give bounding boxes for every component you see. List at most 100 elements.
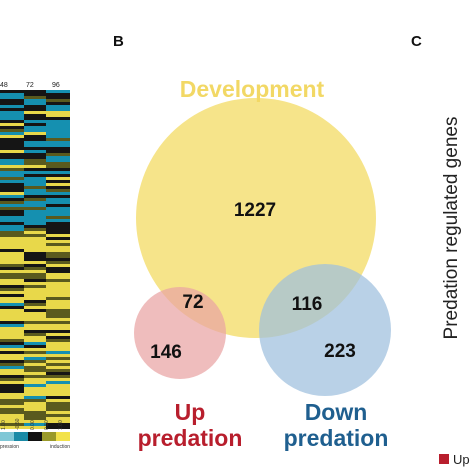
heatmap-cell xyxy=(46,324,70,327)
heatmap-cell xyxy=(46,300,70,303)
heatmap-cell xyxy=(0,360,24,363)
heatmap-cell xyxy=(24,285,46,288)
heatmap-cell xyxy=(0,201,24,204)
heatmap-cell xyxy=(46,396,70,399)
heatmap-cell xyxy=(0,204,24,207)
count-development-up: 72 xyxy=(182,292,203,313)
heatmap-cell xyxy=(24,303,46,306)
heatmap-cell xyxy=(0,93,24,96)
scale-swatch xyxy=(14,432,28,441)
heatmap-cell xyxy=(0,258,24,261)
heatmap-cell xyxy=(0,303,24,306)
heatmap-cell xyxy=(46,117,70,120)
heatmap-cell xyxy=(46,336,70,339)
heatmap-cell xyxy=(0,186,24,189)
heatmap-cell xyxy=(24,111,46,114)
heatmap-cell xyxy=(24,192,46,195)
count-development-down: 116 xyxy=(292,294,323,315)
heatmap-cell xyxy=(24,246,46,249)
heatmap-cell xyxy=(0,324,24,327)
heatmap-cell xyxy=(46,342,70,345)
heatmap-cell xyxy=(46,345,70,348)
heatmap-cell xyxy=(0,219,24,222)
heatmap-cell xyxy=(0,249,24,252)
heatmap-cell xyxy=(46,411,70,414)
heatmap-cell xyxy=(24,108,46,111)
heatmap-cell xyxy=(24,204,46,207)
scale-swatch xyxy=(0,432,14,441)
heatmap-cell xyxy=(24,357,46,360)
heatmap-cell xyxy=(24,93,46,96)
heatmap-cell xyxy=(24,405,46,408)
heatmap-cell xyxy=(46,309,70,312)
heatmap-cell xyxy=(0,171,24,174)
heatmap-cell xyxy=(0,345,24,348)
heatmap-cell xyxy=(46,333,70,336)
heatmap-cell xyxy=(24,183,46,186)
heatmap-cell xyxy=(24,339,46,342)
heatmap-cell xyxy=(24,162,46,165)
heatmap-cell xyxy=(0,399,24,402)
heatmap-cell xyxy=(24,171,46,174)
heatmap-grid xyxy=(0,90,70,429)
heatmap-cell xyxy=(24,309,46,312)
heatmap-cell xyxy=(46,123,70,126)
heatmap-cell xyxy=(24,336,46,339)
heatmap-cell xyxy=(24,330,46,333)
heatmap-cell xyxy=(46,177,70,180)
heatmap-cell xyxy=(0,279,24,282)
heatmap-cell xyxy=(46,381,70,384)
heatmap-cell xyxy=(46,264,70,267)
y-axis-title: Predation regulated genes xyxy=(441,117,462,340)
scale-tick: -0.50 xyxy=(15,418,21,430)
heatmap-cell xyxy=(46,183,70,186)
heatmap-cell xyxy=(24,423,46,426)
heatmap-cell xyxy=(0,243,24,246)
heatmap-cell xyxy=(0,267,24,270)
heatmap-cell xyxy=(0,222,24,225)
heatmap-cell xyxy=(0,129,24,132)
heatmap-color-scale: 1.00 -0.50 0.00 0.50 1.00 pression induc… xyxy=(0,418,70,450)
heatmap-cell xyxy=(46,279,70,282)
heatmap-cell xyxy=(24,378,46,381)
scale-tick: 0.00 xyxy=(30,420,36,430)
heatmap-cell xyxy=(0,120,24,123)
heatmap-cell xyxy=(0,420,24,423)
heatmap-cell xyxy=(46,426,70,429)
heatmap-cell xyxy=(0,402,24,405)
up-predation-label-line1: Up xyxy=(175,399,206,425)
heatmap-cell xyxy=(24,180,46,183)
heatmap-cell xyxy=(0,366,24,369)
heatmap-cell xyxy=(46,219,70,222)
heatmap-cell xyxy=(0,405,24,408)
heatmap-cell xyxy=(24,219,46,222)
heatmap-cell xyxy=(24,402,46,405)
heatmap-cell xyxy=(24,174,46,177)
heatmap-cell xyxy=(0,105,24,108)
heatmap-cell xyxy=(46,372,70,375)
heatmap-cell xyxy=(24,414,46,417)
heatmap-cell xyxy=(24,249,46,252)
heatmap-cell xyxy=(0,135,24,138)
heatmap-cell xyxy=(46,282,70,285)
heatmap-cell xyxy=(24,114,46,117)
panel-letter-b: B xyxy=(113,33,124,50)
heatmap-cell xyxy=(0,114,24,117)
heatmap-cell xyxy=(46,192,70,195)
heatmap-cell xyxy=(46,360,70,363)
down-predation-label-line2: predation xyxy=(284,425,389,451)
heatmap-cell xyxy=(46,111,70,114)
heatmap-cell xyxy=(46,240,70,243)
heatmap-cell xyxy=(24,132,46,135)
heatmap-cell xyxy=(46,402,70,405)
scale-tick: 1.00 xyxy=(1,420,7,430)
heatmap-cell xyxy=(0,141,24,144)
heatmap-cell xyxy=(46,216,70,219)
panel-letter-c: C xyxy=(411,33,422,50)
heatmap-cell xyxy=(0,348,24,351)
heatmap-cell xyxy=(0,273,24,276)
heatmap-cell xyxy=(24,105,46,108)
heatmap-cell xyxy=(0,111,24,114)
heatmap-cell xyxy=(0,309,24,312)
